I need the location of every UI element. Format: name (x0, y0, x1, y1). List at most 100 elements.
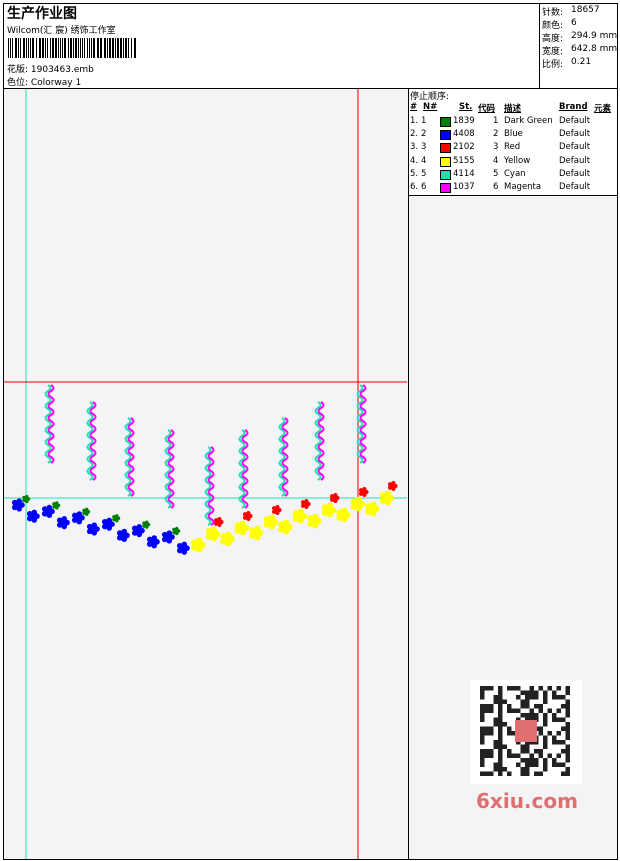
petal (91, 530, 98, 536)
petal (121, 536, 128, 543)
stem (89, 401, 97, 481)
barcode-bar (82, 38, 83, 58)
qr-cell (534, 690, 539, 695)
petal (275, 510, 280, 515)
petal (336, 514, 343, 521)
petal (56, 517, 63, 524)
petal (121, 528, 128, 535)
qr-cell (534, 771, 539, 776)
barcode-bar (32, 38, 34, 58)
qr-cell (498, 717, 503, 722)
stop-table-title: 停止顺序: (410, 92, 450, 102)
qr-cell (525, 717, 530, 722)
qr-cell (493, 717, 498, 722)
qr-cell (525, 767, 530, 772)
qr-cell (552, 717, 557, 722)
qr-cell (529, 713, 534, 718)
qr-cell (484, 708, 489, 713)
stem (359, 384, 367, 464)
qr-cell (565, 708, 570, 713)
petal (151, 535, 158, 541)
barcode-bar (18, 38, 19, 58)
petal (300, 503, 306, 508)
qr-cell (484, 749, 489, 754)
qr-cell (493, 744, 498, 749)
petal (181, 549, 188, 555)
petal (321, 504, 329, 511)
stop-number: 5. (410, 168, 419, 179)
qr-cell (484, 771, 489, 776)
qr-cell (529, 758, 534, 763)
petal (175, 531, 179, 536)
stem (127, 417, 135, 497)
stitch-count: 4408 (453, 129, 475, 140)
flower-center (326, 507, 331, 513)
qr-cell (498, 731, 503, 736)
barcode-bar (52, 38, 54, 58)
petal (25, 499, 29, 504)
qr-cell (502, 744, 507, 749)
column-header: 描述 (504, 104, 522, 114)
qr-cell (498, 699, 503, 704)
qr-code (470, 680, 582, 784)
barcode-bar (50, 38, 51, 58)
petal (370, 501, 377, 508)
qr-cell (511, 708, 516, 713)
petal (341, 507, 348, 514)
qr-cell (565, 735, 570, 740)
qr-cell (480, 735, 485, 740)
petal (26, 515, 33, 522)
petal (341, 516, 348, 523)
petal (387, 482, 393, 487)
qr-cell (493, 762, 498, 767)
flower-center (304, 502, 307, 506)
petal (283, 528, 290, 535)
qr-cell (498, 749, 503, 754)
qr-cell (498, 740, 503, 745)
petal (329, 497, 335, 502)
petal (268, 514, 276, 521)
flower-center (76, 515, 80, 520)
petal (41, 506, 48, 512)
petal (31, 517, 38, 523)
petal (151, 542, 158, 549)
petal (115, 518, 119, 523)
petal (16, 498, 23, 504)
barcode-bar (128, 38, 129, 58)
petal (191, 544, 198, 551)
qr-cell (489, 753, 494, 758)
qr-cell (493, 740, 498, 745)
flower-center (24, 497, 28, 501)
flower-center (91, 527, 95, 531)
company: Wilcom(汇 宸) 绣饰工作室 (7, 26, 116, 36)
qr-cell (529, 717, 534, 722)
color-code: 3 (493, 142, 499, 153)
qr-cell (516, 753, 521, 758)
qr-cell (480, 758, 485, 763)
petal (312, 522, 319, 529)
qr-cell (534, 758, 539, 763)
petal (304, 504, 309, 509)
qr-cell (480, 713, 485, 718)
qr-cell (556, 731, 561, 736)
flower-center (151, 539, 155, 544)
barcode-bar (47, 38, 48, 58)
petal (136, 523, 143, 530)
petal (239, 529, 247, 536)
brand: Default (559, 129, 591, 140)
qr-cell (556, 740, 561, 745)
needle-number: 5 (421, 168, 427, 179)
title: 生产作业图 (7, 6, 77, 22)
petal (234, 522, 242, 529)
petal (52, 502, 56, 506)
qr-cell (534, 749, 539, 754)
petal (249, 532, 256, 539)
barcode-bar (123, 38, 124, 58)
stop-number: 1. (410, 116, 419, 126)
qr-cell (516, 762, 521, 767)
qr-cell (516, 708, 521, 713)
stem (317, 401, 325, 481)
petal (131, 530, 138, 536)
qr-cell (565, 749, 570, 754)
